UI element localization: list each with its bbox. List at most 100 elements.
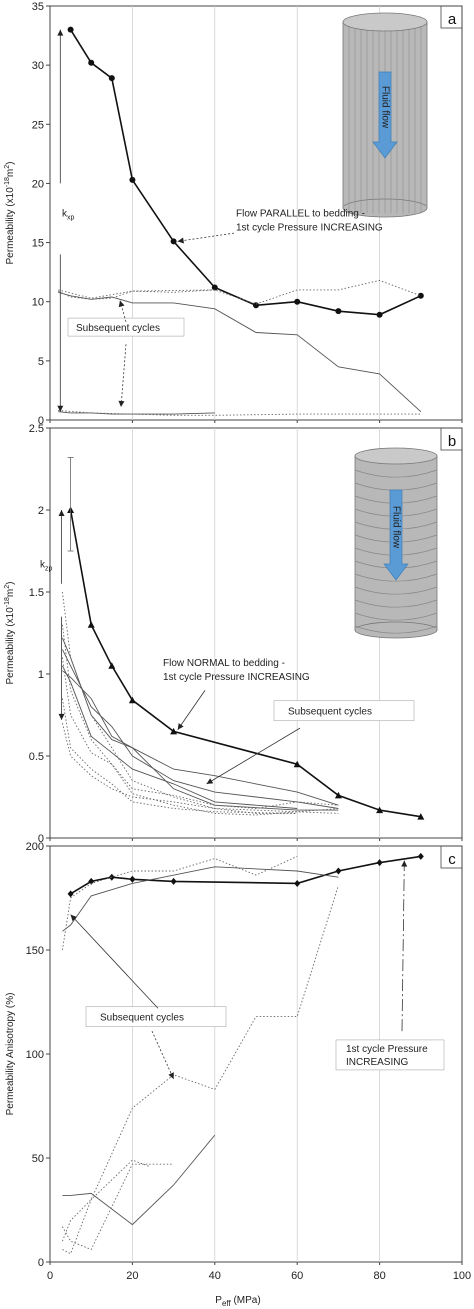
cylinder-normal-ring bbox=[354, 469, 438, 478]
data-point-diamond bbox=[170, 877, 177, 885]
y-tick-label: 150 bbox=[26, 945, 44, 957]
series-line-dotted bbox=[61, 698, 298, 814]
panel-label: b bbox=[448, 433, 456, 450]
data-point-circle bbox=[67, 26, 74, 33]
series-line-dotted bbox=[62, 1163, 174, 1251]
y-axis-title-part: m bbox=[5, 169, 16, 177]
data-point-triangle bbox=[417, 813, 425, 820]
data-point-triangle bbox=[108, 662, 116, 669]
panel-a: 0 5 10 15 20 25 30 35 a Permeability (x10-18m2) kx… bbox=[4, 1, 463, 427]
first-cycle-box bbox=[335, 1039, 445, 1071]
arrow-subsequent-head bbox=[206, 778, 214, 784]
x-axis-title: Peff (MPa) bbox=[215, 1295, 260, 1308]
data-point-triangle bbox=[293, 760, 301, 768]
arrow-first-cycle bbox=[401, 860, 405, 1032]
data-point-circle bbox=[417, 292, 424, 299]
series-line-dotted bbox=[61, 723, 339, 814]
k-zp-label: kzp bbox=[40, 559, 53, 572]
y-tick-label: 0 bbox=[38, 415, 44, 427]
annotation-first-cycle-line1: Flow PARALLEL to bedding - bbox=[236, 209, 365, 220]
fluid-flow-arrow-a-shape bbox=[372, 71, 398, 159]
annotation-subsequent-cycles: Subsequent cycles bbox=[288, 707, 372, 718]
y-axis-title-part: -18 bbox=[4, 597, 11, 607]
subsequent-cycles-box bbox=[273, 700, 415, 722]
data-point-diamond bbox=[376, 859, 383, 867]
data-point-diamond bbox=[417, 852, 424, 860]
y-tick-label: 35 bbox=[32, 1, 44, 13]
series-line-dotted bbox=[62, 1159, 150, 1255]
x-axis-title-unit: (MPa) bbox=[231, 1295, 261, 1306]
fluid-flow-arrow-b-label: Fluid flow bbox=[390, 506, 401, 549]
panel-label-box bbox=[440, 427, 463, 451]
series-line-solid bbox=[61, 649, 339, 809]
y-tick-label: 5 bbox=[38, 356, 44, 368]
y-tick-label: 100 bbox=[26, 1049, 44, 1061]
y-axis-title-part: Permeability (x10 bbox=[5, 607, 16, 685]
annotation-first-cycle-line1: Flow NORMAL to bedding - bbox=[163, 658, 285, 669]
arrow-subsequent-up bbox=[70, 914, 159, 1009]
k-zp-subscript: zp bbox=[45, 565, 53, 572]
fluid-flow-arrow-b-shape bbox=[383, 489, 409, 581]
series-line-solid bbox=[58, 411, 215, 415]
series-line-solid bbox=[58, 291, 422, 413]
y-tick-label: 15 bbox=[32, 238, 44, 250]
series-line-dotted bbox=[61, 591, 298, 814]
data-point-circle bbox=[108, 75, 115, 82]
y-tick-label: 0 bbox=[38, 833, 44, 845]
k-xp-label: kxp bbox=[62, 209, 75, 222]
x-tick-label: 40 bbox=[209, 1270, 221, 1282]
arrow-first-cycle bbox=[177, 232, 235, 242]
data-point-circle bbox=[129, 176, 136, 183]
k-zp-arrow-down-head bbox=[58, 713, 65, 720]
y-axis-title: Permeability (x10-18m2) bbox=[4, 162, 16, 265]
y-tick-label: 2 bbox=[38, 505, 44, 517]
y-tick-label: 200 bbox=[26, 841, 44, 853]
fluid-flow-arrow-a: Fluid flow bbox=[372, 71, 398, 159]
data-point-circle bbox=[88, 59, 95, 66]
y-tick-label: 10 bbox=[32, 297, 44, 309]
y-tick-label: 25 bbox=[32, 119, 44, 131]
data-point-circle bbox=[170, 238, 177, 245]
k-xp-arrow-up-head bbox=[57, 29, 64, 36]
annotation-first-cycle-line2: 1st cycle Pressure INCREASING bbox=[163, 672, 310, 683]
cylinder-normal-ring bbox=[354, 599, 438, 608]
cylinder-normal-ring bbox=[354, 573, 438, 582]
series-line-dotted bbox=[61, 885, 339, 1242]
arrow-subsequent-up-head bbox=[70, 914, 77, 922]
data-point-triangle bbox=[376, 806, 384, 814]
data-point-triangle bbox=[170, 727, 178, 735]
y-tick-label: 30 bbox=[32, 60, 44, 72]
series-line-solid bbox=[61, 665, 298, 809]
data-point-circle bbox=[335, 308, 342, 315]
series-line-solid bbox=[62, 1134, 216, 1226]
cylinder-normal-ring bbox=[354, 612, 438, 621]
data-point-diamond bbox=[335, 867, 342, 875]
y-tick-label: 50 bbox=[32, 1153, 44, 1165]
data-point-diamond bbox=[67, 890, 74, 898]
fluid-flow-arrow-b: Fluid flow bbox=[383, 489, 409, 581]
annotation-subsequent-cycles: Subsequent cycles bbox=[100, 1013, 184, 1024]
data-point-diamond bbox=[294, 879, 301, 887]
fluid-flow-arrow-a-label: Fluid flow bbox=[379, 86, 390, 129]
cylinder-normal bbox=[354, 447, 438, 639]
arrow-subsequent-down-head bbox=[118, 400, 125, 407]
x-tick-label: 0 bbox=[47, 1270, 53, 1282]
plot-frame bbox=[49, 5, 463, 421]
series-line-dotted bbox=[61, 624, 339, 809]
annotation-first-cycle-line2: INCREASING bbox=[346, 1057, 408, 1068]
panel-c: 0 50 100 150 200 c Permeability Anisotropy (%)… bbox=[5, 841, 463, 1269]
x-tick-label: 60 bbox=[291, 1270, 303, 1282]
y-axis-title-part: Permeability (x10 bbox=[5, 187, 16, 265]
y-axis-title-part: ) bbox=[5, 162, 16, 165]
k-xp-subscript: xp bbox=[67, 215, 75, 222]
cylinder-parallel-top bbox=[342, 12, 428, 32]
annotation-first-cycle-line1: 1st cycle Pressure bbox=[346, 1044, 428, 1055]
k-xp-arrow-down-head bbox=[57, 405, 64, 412]
y-tick-label: 0.5 bbox=[29, 751, 44, 763]
arrow-first-cycle-head bbox=[177, 723, 184, 730]
arrow-first-cycle-head bbox=[177, 237, 184, 244]
y-axis-title-part: 2 bbox=[4, 165, 11, 169]
subsequent-cycles-box bbox=[67, 317, 185, 337]
annotation-first-cycle-line2: 1st cycle Pressure INCREASING bbox=[236, 223, 383, 234]
